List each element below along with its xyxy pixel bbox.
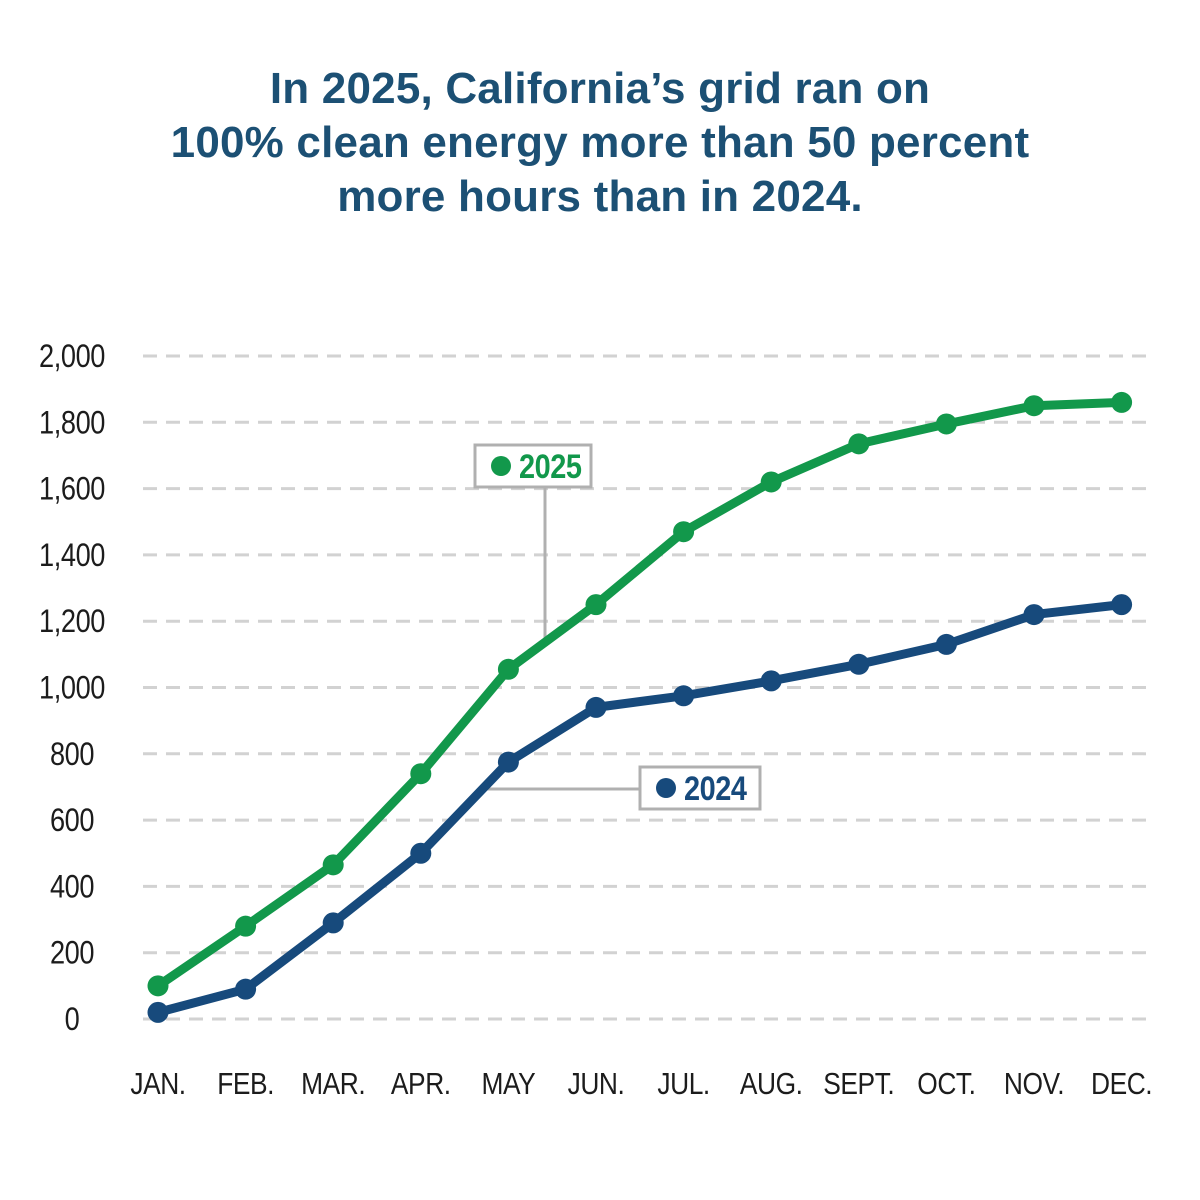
chart-headline: In 2025, California’s grid ran on 100% c… <box>0 62 1200 224</box>
y-axis-tick-1800: 1,800 <box>39 405 105 441</box>
data-point-2024-JUL <box>673 685 695 707</box>
legend-dot-2025 <box>491 456 511 476</box>
x-tick-label: MAY <box>481 1067 535 1101</box>
x-axis-tick-APR: APR. <box>391 1067 451 1101</box>
legend-label-wrap-2025: 2025 <box>519 447 582 486</box>
x-tick-label: DEC. <box>1091 1067 1152 1101</box>
y-axis-tick-1000: 1,000 <box>39 670 105 706</box>
x-tick-label: SEPT. <box>823 1067 894 1101</box>
data-point-2025-JUN <box>585 594 607 616</box>
x-tick-label: JUN. <box>568 1067 625 1101</box>
data-point-2025-MAR <box>322 854 344 876</box>
data-point-2025-AUG <box>760 471 782 493</box>
data-point-2025-OCT <box>935 413 957 435</box>
data-point-2025-APR <box>410 763 432 785</box>
headline-line-2: 100% clean energy more than 50 percent <box>170 118 1030 167</box>
data-point-2024-APR <box>410 842 432 864</box>
y-tick-label: 400 <box>50 869 94 905</box>
data-point-2024-JAN <box>147 1001 169 1023</box>
y-tick-label: 1,000 <box>39 670 105 706</box>
data-point-2024-AUG <box>760 670 782 692</box>
x-tick-label: JAN. <box>130 1067 185 1101</box>
data-point-2024-JUN <box>585 696 607 718</box>
legend-label-2024: 2024 <box>684 769 747 808</box>
data-point-2024-NOV <box>1023 604 1045 626</box>
headline-line-3: more hours than in 2024. <box>337 172 863 221</box>
x-axis-tick-MAR: MAR. <box>301 1067 366 1101</box>
y-tick-label: 800 <box>50 737 94 773</box>
x-axis-tick-JUL: JUL. <box>657 1067 710 1101</box>
x-axis-tick-FEB: FEB. <box>217 1067 274 1101</box>
x-axis-tick-SEPT: SEPT. <box>823 1067 894 1101</box>
y-axis-tick-2000: 2,000 <box>39 339 105 375</box>
y-axis-tick-800: 800 <box>50 737 95 773</box>
y-tick-label: 1,800 <box>39 405 105 441</box>
y-tick-label: 1,400 <box>39 538 105 574</box>
legend-label-2025: 2025 <box>519 447 582 486</box>
data-point-2025-SEPT <box>848 433 870 455</box>
data-point-2024-MAY <box>497 751 519 773</box>
x-axis-tick-OCT: OCT. <box>917 1067 976 1101</box>
y-tick-label: 200 <box>50 936 94 972</box>
data-point-2024-OCT <box>935 633 957 655</box>
y-axis-tick-200: 200 <box>50 936 95 972</box>
y-axis-tick-1600: 1,600 <box>39 472 105 508</box>
x-tick-label: JUL. <box>657 1067 709 1101</box>
y-axis-tick-600: 600 <box>50 803 95 839</box>
legend-2024: 2024 <box>638 765 762 811</box>
x-tick-label: FEB. <box>217 1067 274 1101</box>
x-tick-label: OCT. <box>917 1067 975 1101</box>
data-point-2024-DEC <box>1111 594 1133 616</box>
y-axis-tick-0: 0 <box>65 1002 80 1038</box>
x-axis-tick-JUN: JUN. <box>568 1067 625 1101</box>
legend-dot-2024 <box>656 778 676 798</box>
x-tick-label: MAR. <box>301 1067 365 1101</box>
y-axis-tick-1400: 1,400 <box>39 538 105 574</box>
y-axis-tick-1200: 1,200 <box>39 604 105 640</box>
headline-line-1: In 2025, California’s grid ran on <box>269 64 931 113</box>
data-point-2025-MAY <box>497 658 519 680</box>
y-tick-label: 0 <box>65 1002 80 1038</box>
x-tick-label: AUG. <box>740 1067 803 1101</box>
y-tick-label: 600 <box>50 803 94 839</box>
data-point-2025-DEC <box>1111 391 1133 413</box>
data-point-2025-JUL <box>673 521 695 543</box>
legend-2025: 2025 <box>473 443 593 489</box>
y-tick-label: 2,000 <box>39 339 105 375</box>
y-axis-tick-400: 400 <box>50 869 95 905</box>
data-point-2024-FEB <box>235 978 257 1000</box>
x-axis-tick-JAN: JAN. <box>130 1067 186 1101</box>
x-tick-label: NOV. <box>1004 1067 1064 1101</box>
y-tick-label: 1,600 <box>39 472 105 508</box>
data-point-2025-JAN <box>147 975 169 997</box>
data-point-2024-SEPT <box>848 653 870 675</box>
x-tick-label: APR. <box>391 1067 451 1101</box>
data-point-2025-NOV <box>1023 395 1045 417</box>
y-tick-label: 1,200 <box>39 604 105 640</box>
series-line-2024 <box>153 600 1127 1017</box>
legend-label-wrap-2024: 2024 <box>684 769 748 808</box>
x-axis-tick-DEC: DEC. <box>1091 1067 1153 1101</box>
x-axis-tick-MAY: MAY <box>481 1067 536 1101</box>
data-point-2025-FEB <box>235 915 257 937</box>
x-axis-tick-NOV: NOV. <box>1004 1067 1065 1101</box>
x-axis-tick-AUG: AUG. <box>740 1067 803 1101</box>
series-line-2025 <box>153 397 1127 991</box>
data-point-2024-MAR <box>322 912 344 934</box>
